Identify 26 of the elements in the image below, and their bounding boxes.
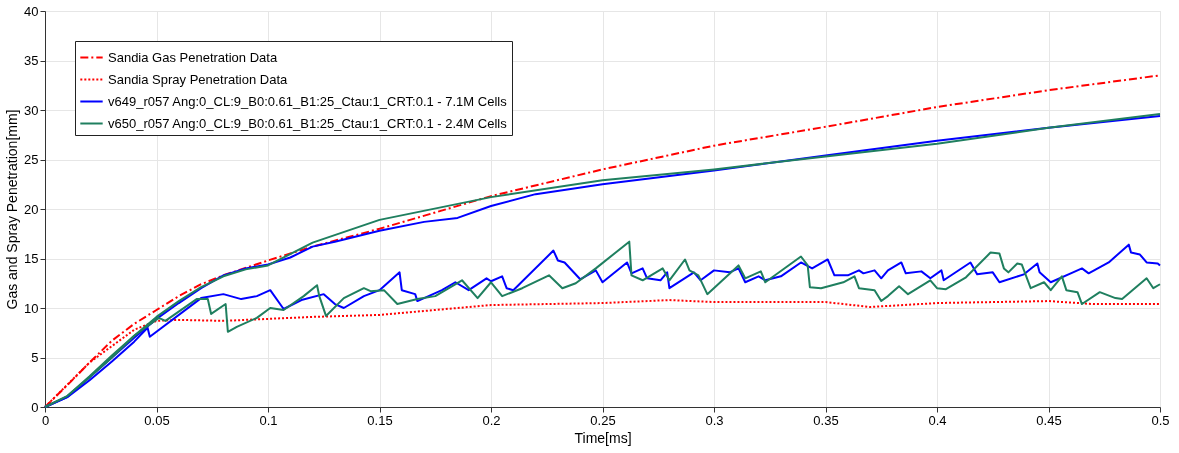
- x-tick-label: 0.35: [813, 412, 839, 428]
- legend-label: v649_r057 Ang:0_CL:9_B0:0.61_B1:25_Ctau:1_CRT:0.1 - 7.1M Cells: [108, 93, 508, 109]
- y-tick-label: 15: [24, 251, 39, 266]
- y-tick-label: 30: [24, 102, 39, 118]
- y-tick-label: 25: [24, 152, 39, 167]
- x-tick-label: 0.4: [928, 412, 947, 428]
- x-tick-label: 0.1: [259, 412, 278, 428]
- legend-label: Sandia Spray Penetration Data: [108, 71, 288, 87]
- x-tick-label: 0: [41, 412, 50, 428]
- x-tick-label: 0.45: [1036, 412, 1062, 428]
- y-tick-label: 10: [24, 300, 39, 316]
- x-tick-label: 0.05: [144, 412, 170, 428]
- x-tick-label: 0.3: [705, 412, 724, 428]
- x-tick-label: 0.5: [1151, 412, 1170, 428]
- legend-label: v650_r057 Ang:0_CL:9_B0:0.61_B1:25_Ctau:1_CRT:0.1 - 2.4M Cells: [108, 115, 508, 131]
- y-axis-title: Gas and Spray Penetration[mm]: [4, 109, 21, 310]
- x-tick-label: 0.15: [367, 412, 393, 428]
- y-tick-label: 0: [31, 399, 39, 415]
- y-tick-label: 40: [24, 3, 39, 19]
- y-tick-label: 35: [24, 53, 39, 68]
- x-tick-label: 0.2: [482, 412, 501, 428]
- y-tick-label: 5: [31, 350, 39, 365]
- x-axis-title: Time[ms]: [574, 429, 632, 446]
- legend-label: Sandia Gas Penetration Data: [108, 49, 278, 65]
- y-tick-label: 20: [24, 201, 39, 217]
- x-tick-label: 0.25: [590, 412, 616, 428]
